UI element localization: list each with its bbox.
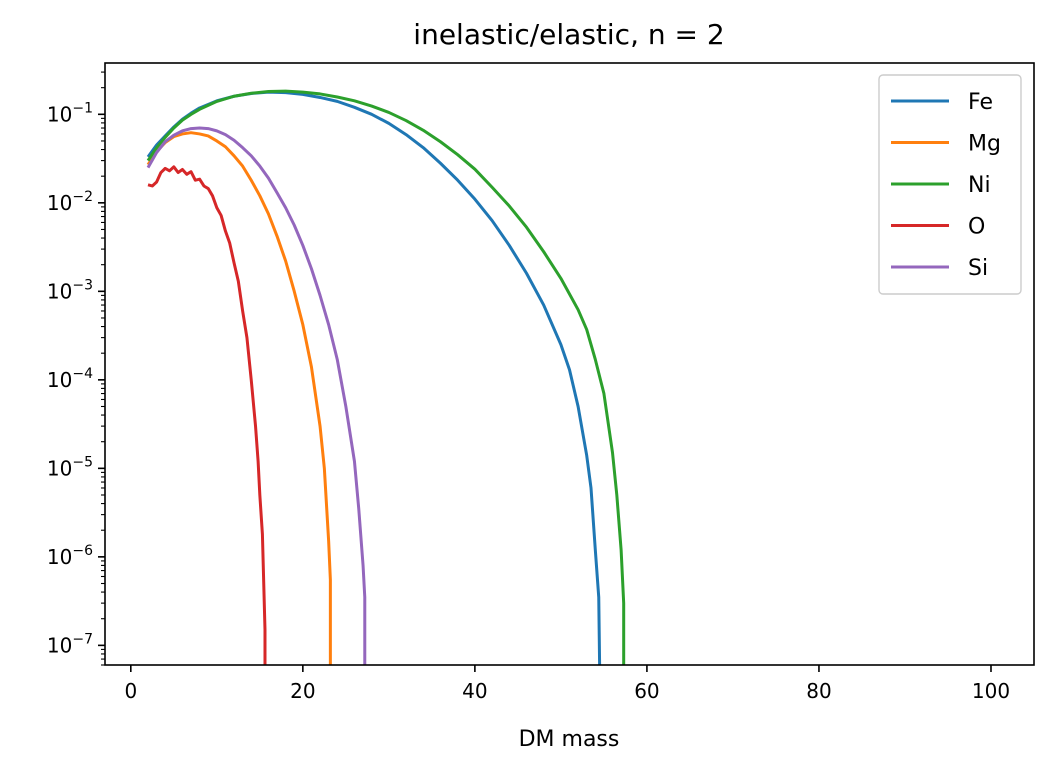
- series-line-si: [146, 126, 367, 665]
- legend-label-ni: Ni: [968, 173, 991, 198]
- y-tick-exponent: −6: [72, 543, 93, 559]
- y-tick-exponent: −4: [72, 366, 93, 382]
- y-tick-label: 10−6: [47, 543, 93, 569]
- y-tick-exponent: −7: [72, 631, 93, 647]
- plot-frame: [104, 62, 1035, 666]
- series-line-ni: [146, 89, 626, 665]
- x-tick-label: 100: [972, 679, 1010, 703]
- plot-series: [146, 89, 626, 666]
- y-tick-label: 10−3: [47, 277, 93, 303]
- legend-box: [878, 74, 1022, 295]
- x-axis: 0 20 40 60 80 100: [124, 665, 1010, 703]
- y-tick-base: 10: [47, 545, 72, 569]
- series-line-o: [147, 165, 267, 665]
- y-tick-exponent: −3: [72, 277, 93, 293]
- x-tick-label: 20: [290, 679, 315, 703]
- y-tick-base: 10: [47, 279, 72, 303]
- x-tick-label: 60: [634, 679, 659, 703]
- x-tick-label: 0: [124, 679, 137, 703]
- y-tick-label: 10−5: [47, 454, 93, 480]
- y-tick-label: 10−1: [47, 100, 93, 126]
- legend-label-mg: Mg: [968, 132, 1001, 157]
- y-axis: 10−710−610−510−410−310−210−1: [47, 71, 105, 666]
- legend-label-si: Si: [968, 256, 988, 281]
- chart-title: inelastic/elastic, n = 2: [413, 18, 724, 51]
- y-tick-exponent: −5: [72, 454, 93, 470]
- legend-label-o: O: [968, 215, 985, 240]
- y-tick-exponent: −1: [72, 100, 93, 116]
- y-tick-base: 10: [47, 456, 72, 480]
- x-tick-label: 40: [462, 679, 487, 703]
- y-tick-base: 10: [47, 102, 72, 126]
- y-tick-base: 10: [47, 368, 72, 392]
- series-line-mg: [146, 131, 332, 665]
- y-tick-label: 10−2: [47, 189, 93, 215]
- y-tick-exponent: −2: [72, 189, 93, 205]
- legend-label-fe: Fe: [968, 90, 993, 115]
- y-tick-label: 10−4: [47, 366, 93, 392]
- y-tick-label: 10−7: [47, 631, 93, 657]
- y-tick-base: 10: [47, 633, 72, 657]
- x-tick-label: 80: [806, 679, 831, 703]
- x-axis-label: DM mass: [519, 727, 620, 752]
- y-tick-base: 10: [47, 191, 72, 215]
- legend: Fe Mg Ni O Si: [878, 74, 1022, 295]
